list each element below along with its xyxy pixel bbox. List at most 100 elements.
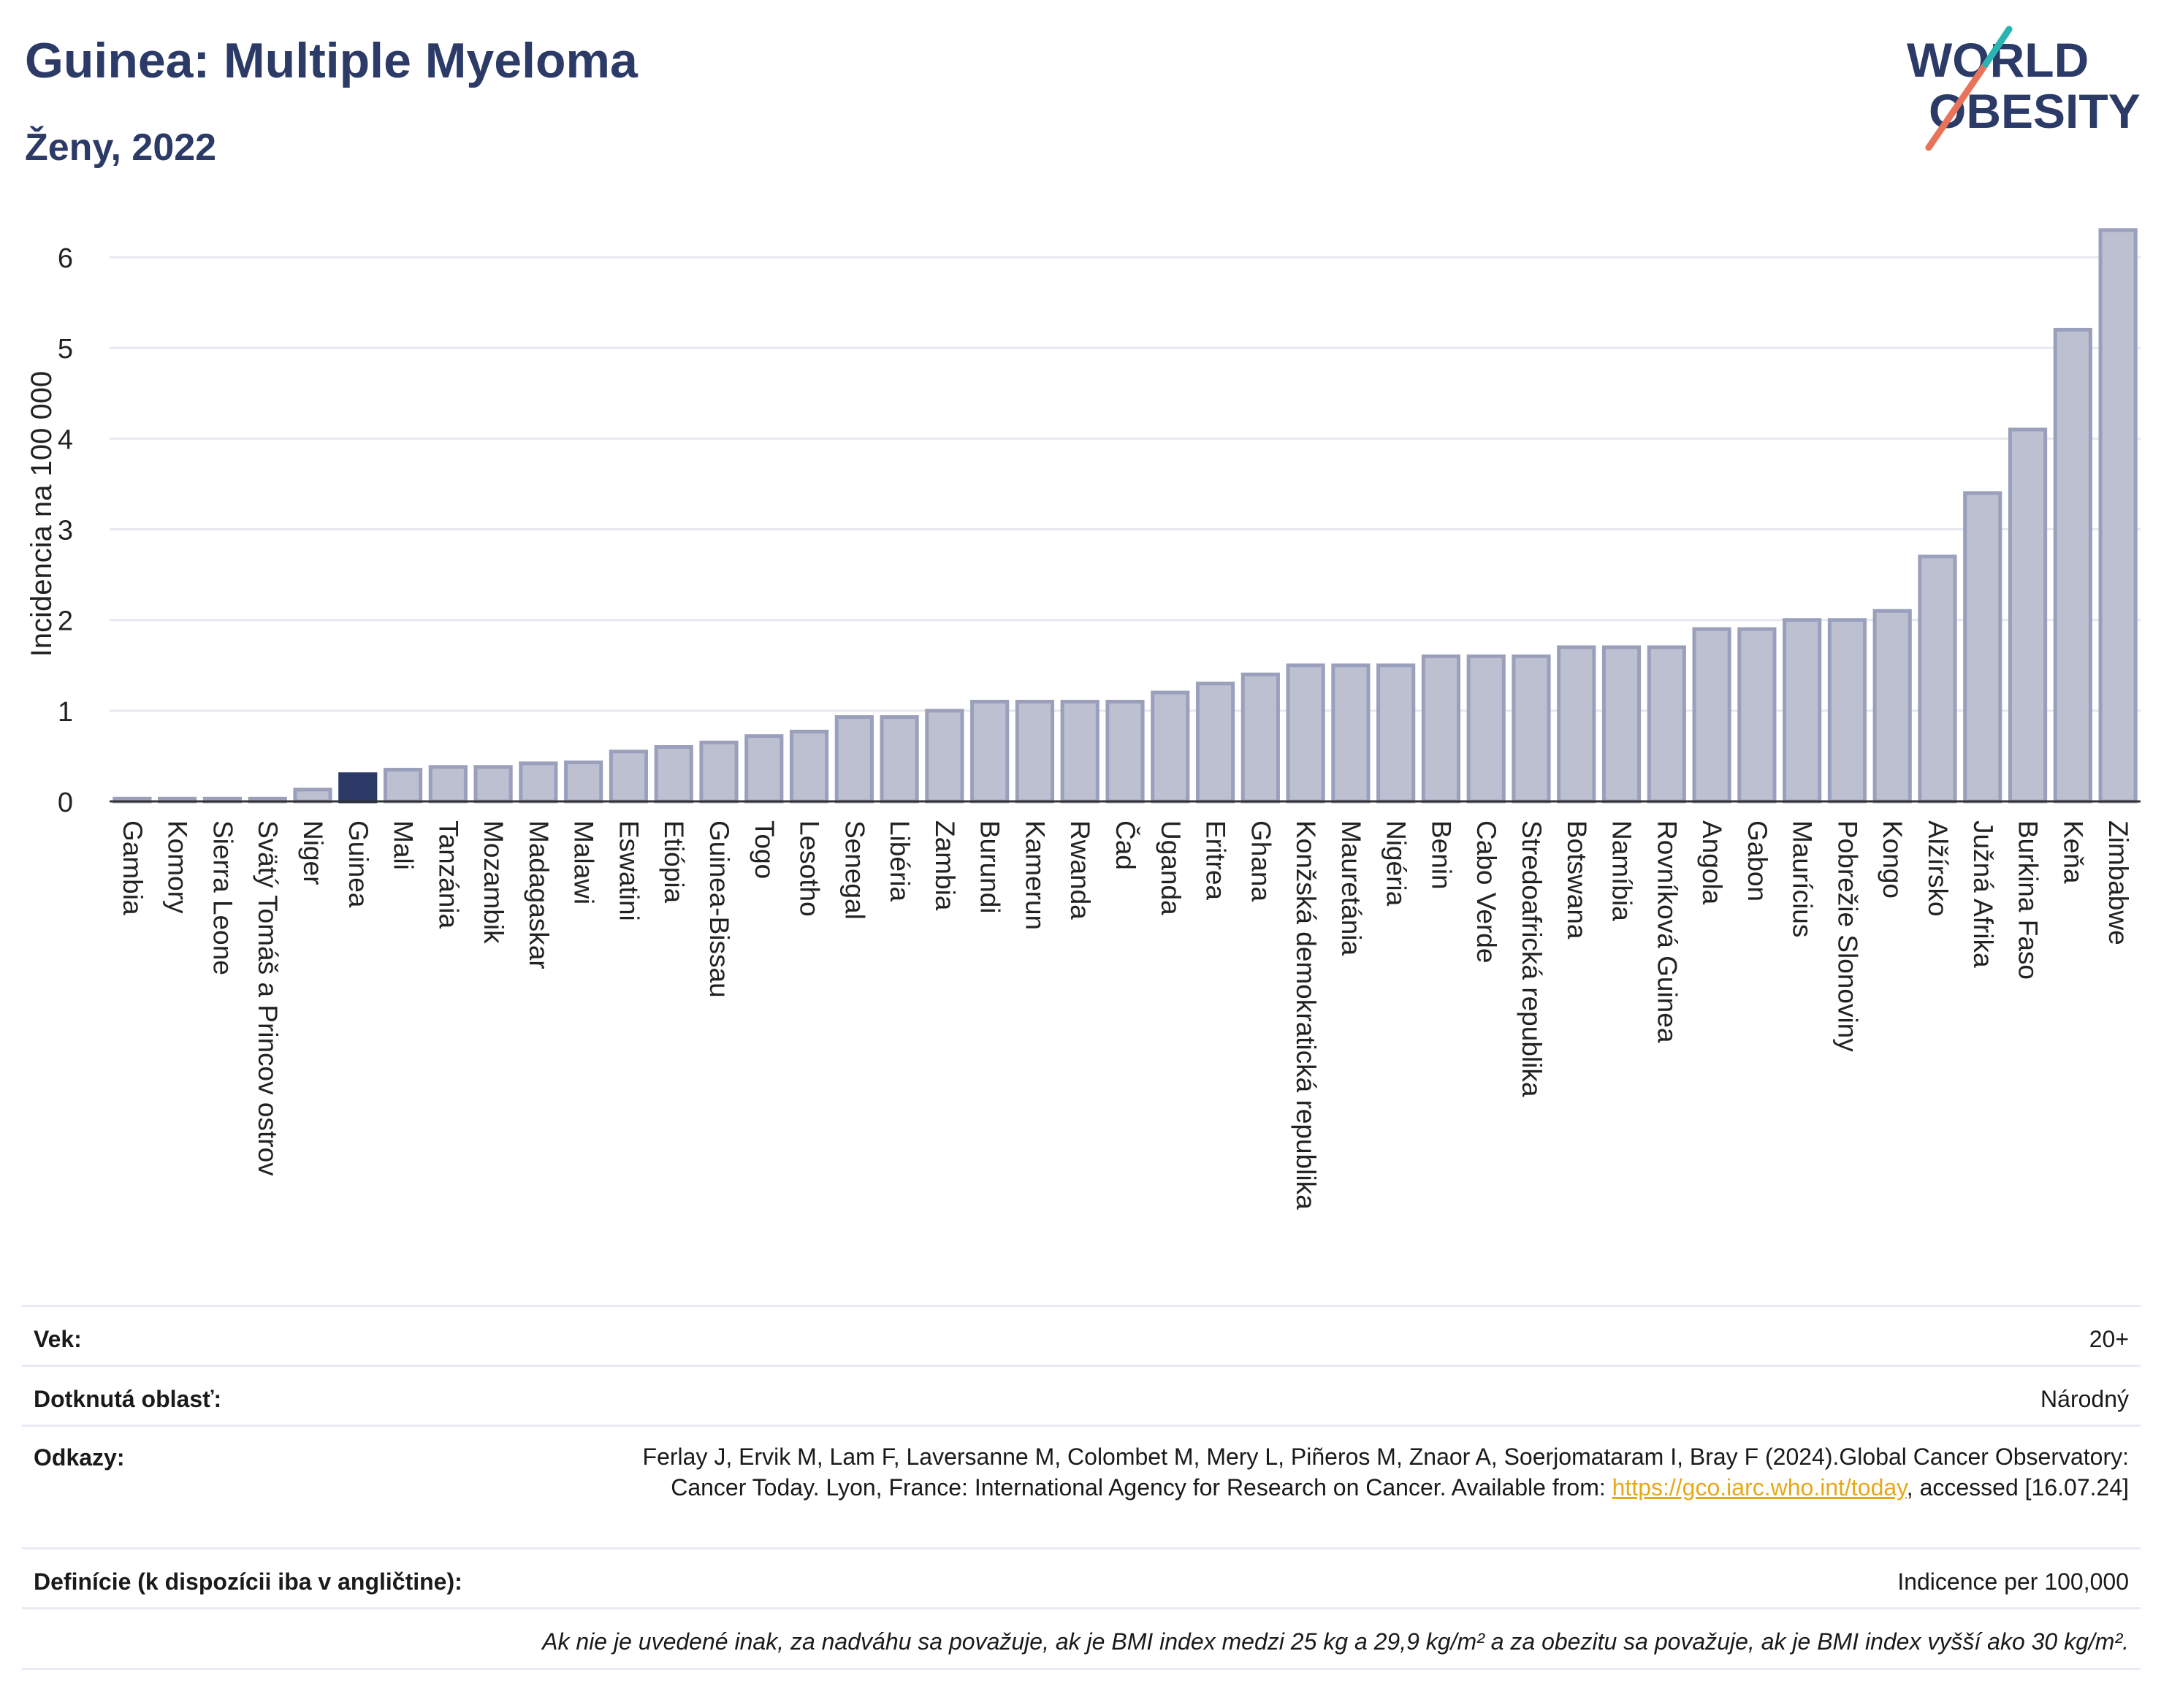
bar — [789, 729, 829, 804]
bar — [1421, 654, 1461, 804]
bar — [1737, 627, 1777, 804]
x-tick-label: Gambia — [118, 820, 148, 915]
bar — [1331, 663, 1371, 804]
bar — [1783, 618, 1822, 804]
x-tick-label: Malawi — [569, 820, 599, 904]
area-value: Národný — [2040, 1386, 2129, 1412]
bar — [1195, 682, 1235, 804]
info-row-definitions: Definície (k dispozícii iba v angličtine… — [22, 1547, 2141, 1608]
bar — [1060, 699, 1099, 804]
bar — [699, 740, 739, 804]
x-tick-label: Kamerun — [1020, 820, 1050, 930]
logo-slash-icon — [1925, 61, 1989, 151]
x-tick-label: Uganda — [1156, 820, 1186, 915]
bar — [2008, 427, 2048, 804]
bar — [293, 788, 332, 804]
x-tick-label: Rovníková Guinea — [1652, 820, 1682, 1043]
area-label: Dotknutá oblasť: — [34, 1386, 222, 1412]
age-label: Vek: — [34, 1326, 82, 1352]
info-row-references: Odkazy: Ferlay J, Ervik M, Lam F, Lavers… — [22, 1425, 2141, 1548]
x-tick-label: Eswatini — [614, 820, 644, 921]
y-tick-label: 4 — [58, 424, 73, 455]
info-row-note: Ak nie je uvedené inak, za nadváhu sa po… — [22, 1607, 2141, 1670]
x-tick-label: Pobrežie Slonoviny — [1832, 820, 1862, 1052]
x-tick-label: Svätý Tomáš a Princov ostrov — [253, 820, 283, 1176]
bar — [519, 761, 558, 804]
bar — [1963, 491, 2002, 804]
footnote: Ak nie je uvedené inak, za nadváhu sa po… — [542, 1628, 2129, 1655]
bar — [1466, 654, 1506, 804]
y-tick-label: 5 — [58, 334, 73, 365]
bar — [880, 715, 919, 804]
bar — [2098, 228, 2138, 804]
bar — [1376, 663, 1416, 804]
y-axis-label: Incidencia na 100 000 — [26, 371, 58, 657]
x-tick-label: Togo — [750, 820, 780, 879]
references-text-part2: , accessed [16.07.24] — [1906, 1474, 2129, 1501]
bar — [1557, 645, 1596, 804]
x-tick-label: Guinea — [343, 820, 373, 908]
definitions-label: Definície (k dispozícii iba v angličtine… — [34, 1568, 462, 1595]
world-obesity-logo: WORLD OBESITY — [1907, 26, 2141, 151]
x-tick-label: Nigéria — [1381, 820, 1411, 907]
logo-slash-accent-icon — [1982, 26, 2013, 68]
x-tick-label: Kongo — [1878, 820, 1907, 899]
bar — [1601, 645, 1642, 804]
x-tick-label: Namíbia — [1607, 820, 1637, 921]
x-tick-label: Zambia — [930, 820, 960, 911]
x-tick-label: Rwanda — [1065, 820, 1095, 920]
references-text: Ferlay J, Ervik M, Lam F, Laversanne M, … — [595, 1441, 2129, 1503]
x-tick-label: Južná Afrika — [1968, 820, 1998, 968]
bar — [1827, 618, 1867, 804]
info-row-area: Dotknutá oblasť: Národný — [22, 1365, 2141, 1425]
bar — [2053, 327, 2092, 804]
x-tick-label: Libéria — [885, 820, 915, 901]
x-tick-label: Burundi — [975, 820, 1005, 914]
x-tick-label: Keňa — [2058, 820, 2088, 884]
page-title: Guinea: Multiple Myeloma — [25, 33, 638, 88]
x-tick-label: Guinea-Bissau — [704, 820, 734, 998]
info-row-age: Vek: 20+ — [22, 1305, 2141, 1365]
bar — [1105, 699, 1145, 804]
x-tick-label: Niger — [298, 820, 328, 885]
y-tick-label: 0 — [58, 788, 73, 818]
x-tick-label: Komory — [163, 820, 193, 914]
bar — [1240, 672, 1280, 804]
bar — [970, 699, 1010, 804]
bar — [609, 750, 649, 804]
x-tick-label: Cabo Verde — [1471, 820, 1501, 963]
x-tick-label: Angola — [1697, 820, 1727, 905]
bar — [1286, 663, 1325, 804]
y-tick-label: 3 — [58, 516, 73, 546]
x-tick-label: Senegal — [839, 820, 869, 920]
x-tick-label: Botswana — [1562, 820, 1592, 939]
x-tick-label: Gabon — [1742, 820, 1772, 901]
x-tick-label: Mauretánia — [1336, 820, 1366, 956]
x-tick-label: Benin — [1426, 820, 1456, 890]
x-tick-label: Mozambik — [479, 820, 508, 944]
bar — [654, 745, 693, 804]
x-tick-label: Konžská demokratická republika — [1291, 820, 1321, 1210]
references-text-part1: Ferlay J, Ervik M, Lam F, Laversanne M, … — [642, 1444, 2129, 1501]
x-tick-label: Alžírsko — [1923, 820, 1953, 917]
references-link[interactable]: https://gco.iarc.who.int/today — [1612, 1474, 1907, 1501]
x-tick-label: Stredoafrická republika — [1517, 820, 1547, 1097]
bar — [925, 709, 964, 804]
bar — [428, 765, 468, 804]
page-subtitle: Ženy, 2022 — [25, 126, 217, 169]
bar — [1872, 609, 1912, 804]
bar — [744, 734, 784, 804]
bar — [1512, 654, 1551, 804]
age-value: 20+ — [2089, 1326, 2129, 1352]
x-tick-label: Ghana — [1246, 820, 1276, 902]
x-tick-label: Čad — [1110, 820, 1140, 870]
definitions-value: Indicence per 100,000 — [1897, 1568, 2129, 1595]
x-tick-label: Sierra Leone — [207, 820, 237, 975]
x-tick-label: Tanzánia — [433, 820, 463, 929]
x-tick-label: Mali — [389, 820, 419, 870]
x-tick-label: Eritrea — [1201, 820, 1231, 900]
bar — [338, 772, 378, 804]
x-tick-label: Zimbabwe — [2103, 820, 2133, 945]
y-tick-label: 1 — [58, 697, 73, 728]
bar — [1918, 554, 1957, 804]
